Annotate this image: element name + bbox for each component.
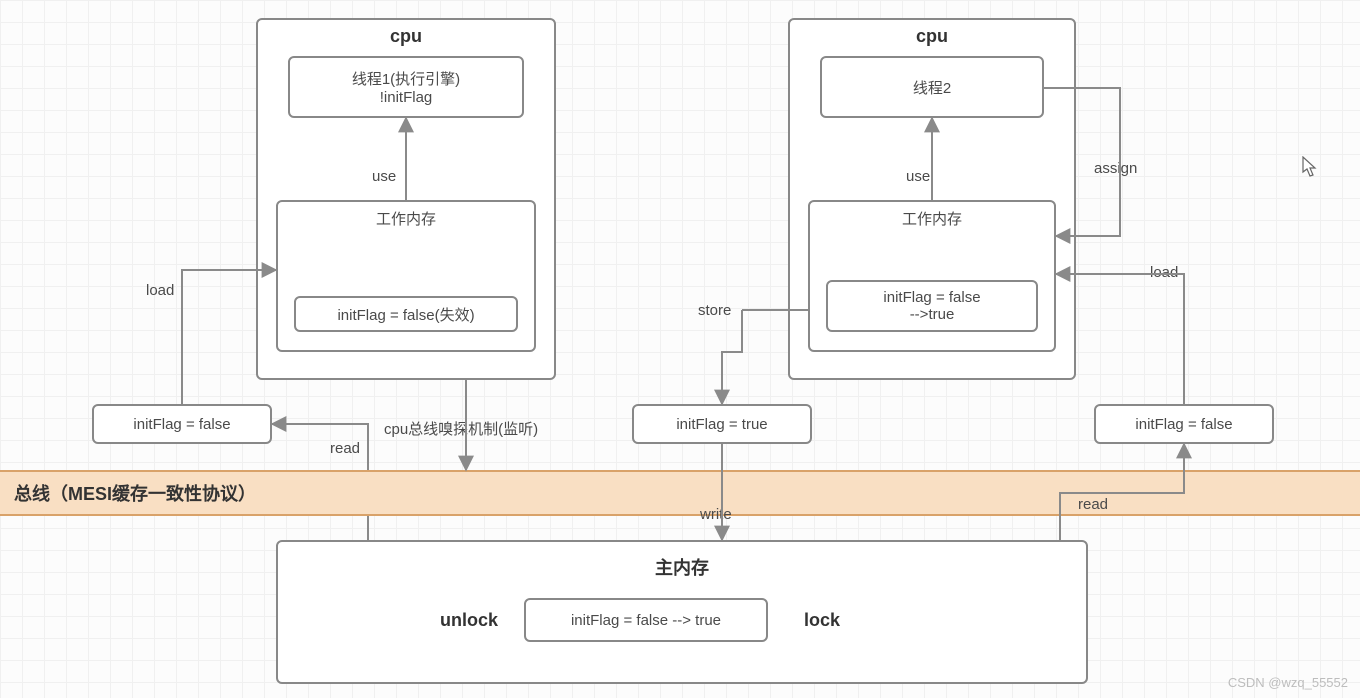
label-sniff: cpu总线嗅探机制(监听) xyxy=(384,418,538,439)
cpu-left-use-label: use xyxy=(372,168,396,185)
main-mem-title: 主内存 xyxy=(276,554,1088,580)
cpu-right-use-label: use xyxy=(906,168,930,185)
cpu-left-title: cpu xyxy=(256,26,556,47)
cpu-left-thread-box: 线程1(执行引擎) !initFlag xyxy=(288,56,524,118)
float-right-text: initFlag = false xyxy=(1096,416,1272,433)
cpu-left-var-box: initFlag = false(失效) xyxy=(294,296,518,332)
label-store: store xyxy=(698,302,731,319)
main-mem-var-box: initFlag = false --> true xyxy=(524,598,768,642)
unlock-label: unlock xyxy=(440,610,498,631)
cursor-icon xyxy=(1302,156,1318,178)
cpu-right-thread-box: 线程2 xyxy=(820,56,1044,118)
cpu-left-workmem-title: 工作内存 xyxy=(276,208,536,229)
label-assign: assign xyxy=(1094,160,1137,177)
cpu-right-var-box: initFlag = false -->true xyxy=(826,280,1038,332)
float-mid-text: initFlag = true xyxy=(634,416,810,433)
float-left-text: initFlag = false xyxy=(94,416,270,433)
label-read-left: read xyxy=(330,440,360,457)
label-read-right: read xyxy=(1078,496,1108,513)
cpu-left-thread-line1: 线程1(执行引擎) xyxy=(290,68,522,89)
float-mid-val: initFlag = true xyxy=(632,404,812,444)
watermark: CSDN @wzq_55552 xyxy=(1228,675,1348,690)
float-right-val: initFlag = false xyxy=(1094,404,1274,444)
label-load-right: load xyxy=(1150,264,1178,281)
cpu-left-var-text: initFlag = false(失效) xyxy=(296,304,516,325)
label-load-left: load xyxy=(146,282,174,299)
cpu-right-title: cpu xyxy=(788,26,1076,47)
label-write: write xyxy=(700,506,732,523)
cpu-left-thread-line2: !initFlag xyxy=(290,89,522,106)
cpu-right-var-line1: initFlag = false xyxy=(828,289,1036,306)
bus-label: 总线（MESI缓存一致性协议） xyxy=(14,480,256,506)
cpu-right-thread-line1: 线程2 xyxy=(822,77,1042,98)
main-mem-var-text: initFlag = false --> true xyxy=(526,612,766,629)
lock-label: lock xyxy=(804,610,840,631)
cpu-right-var-line2: -->true xyxy=(828,306,1036,323)
float-left-val: initFlag = false xyxy=(92,404,272,444)
bus-bar: 总线（MESI缓存一致性协议） xyxy=(0,470,1360,516)
cpu-right-workmem-title: 工作内存 xyxy=(808,208,1056,229)
